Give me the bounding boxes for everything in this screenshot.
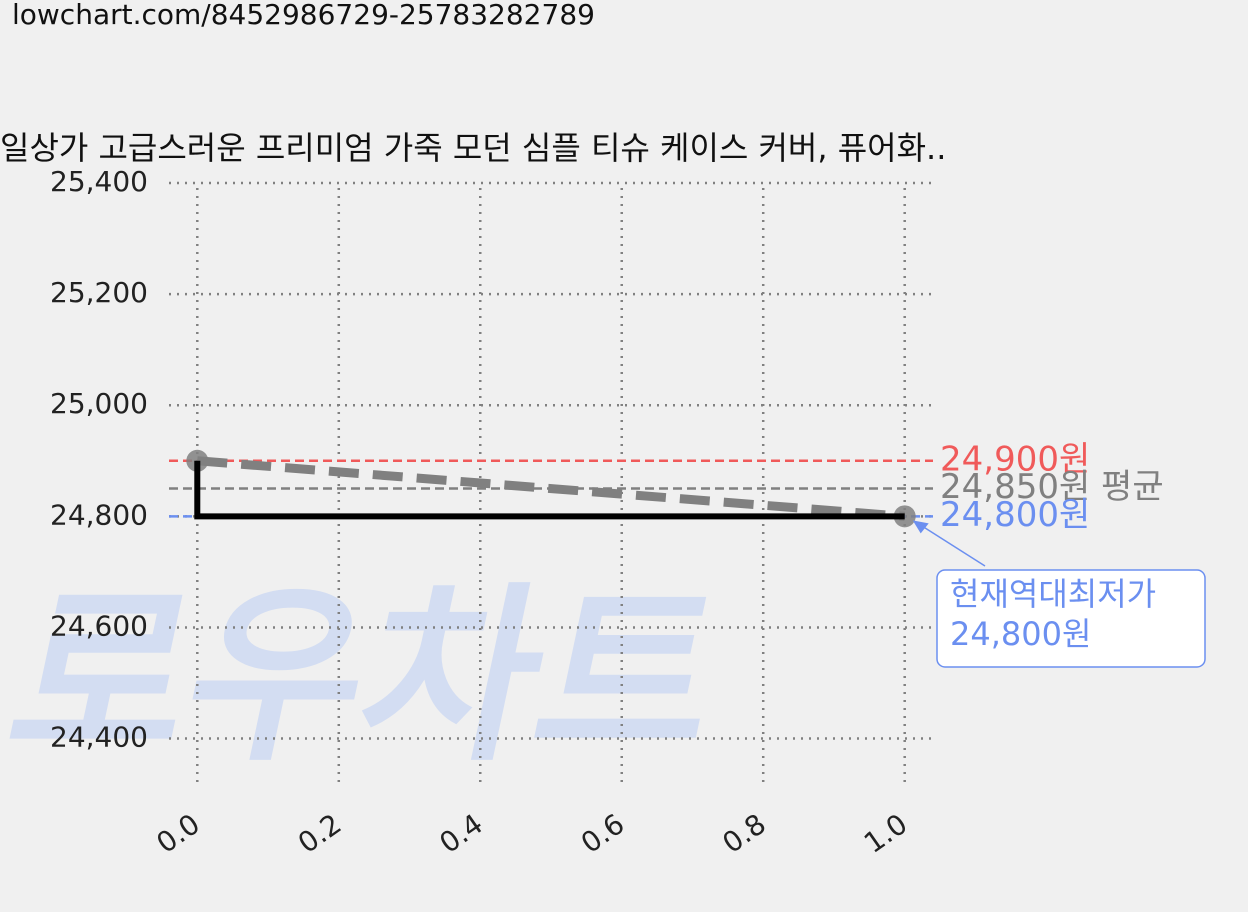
reference-label: 24,900원 xyxy=(940,439,1090,479)
annotation-text: 현재역대최저가 xyxy=(950,575,1156,613)
annotation-arrow xyxy=(914,520,986,567)
annotation-box xyxy=(936,569,1206,668)
annotation-arrowhead xyxy=(912,520,929,534)
step-line xyxy=(194,460,905,520)
annotation-text: 24,800원 xyxy=(950,615,1091,653)
y-tick-label: 24,400 xyxy=(50,721,148,754)
y-tick-label: 25,400 xyxy=(50,165,148,198)
reference-label: 24,800원 xyxy=(940,495,1090,535)
y-tick-label: 24,600 xyxy=(50,609,148,642)
reference-label: 24,850원 평균 xyxy=(940,467,1164,507)
watermark: 로우차트 xyxy=(0,567,739,788)
series-line xyxy=(196,456,906,521)
source-url: lowchart.com/8452986729-25783282789 xyxy=(12,0,595,31)
y-tick-label: 25,000 xyxy=(50,387,148,420)
y-tick-label: 24,800 xyxy=(50,498,148,531)
y-tick-label: 25,200 xyxy=(50,276,148,309)
chart-title: 일상가 고급스러운 프리미엄 가죽 모던 심플 티슈 케이스 커버, 퓨어화.. xyxy=(0,129,946,167)
